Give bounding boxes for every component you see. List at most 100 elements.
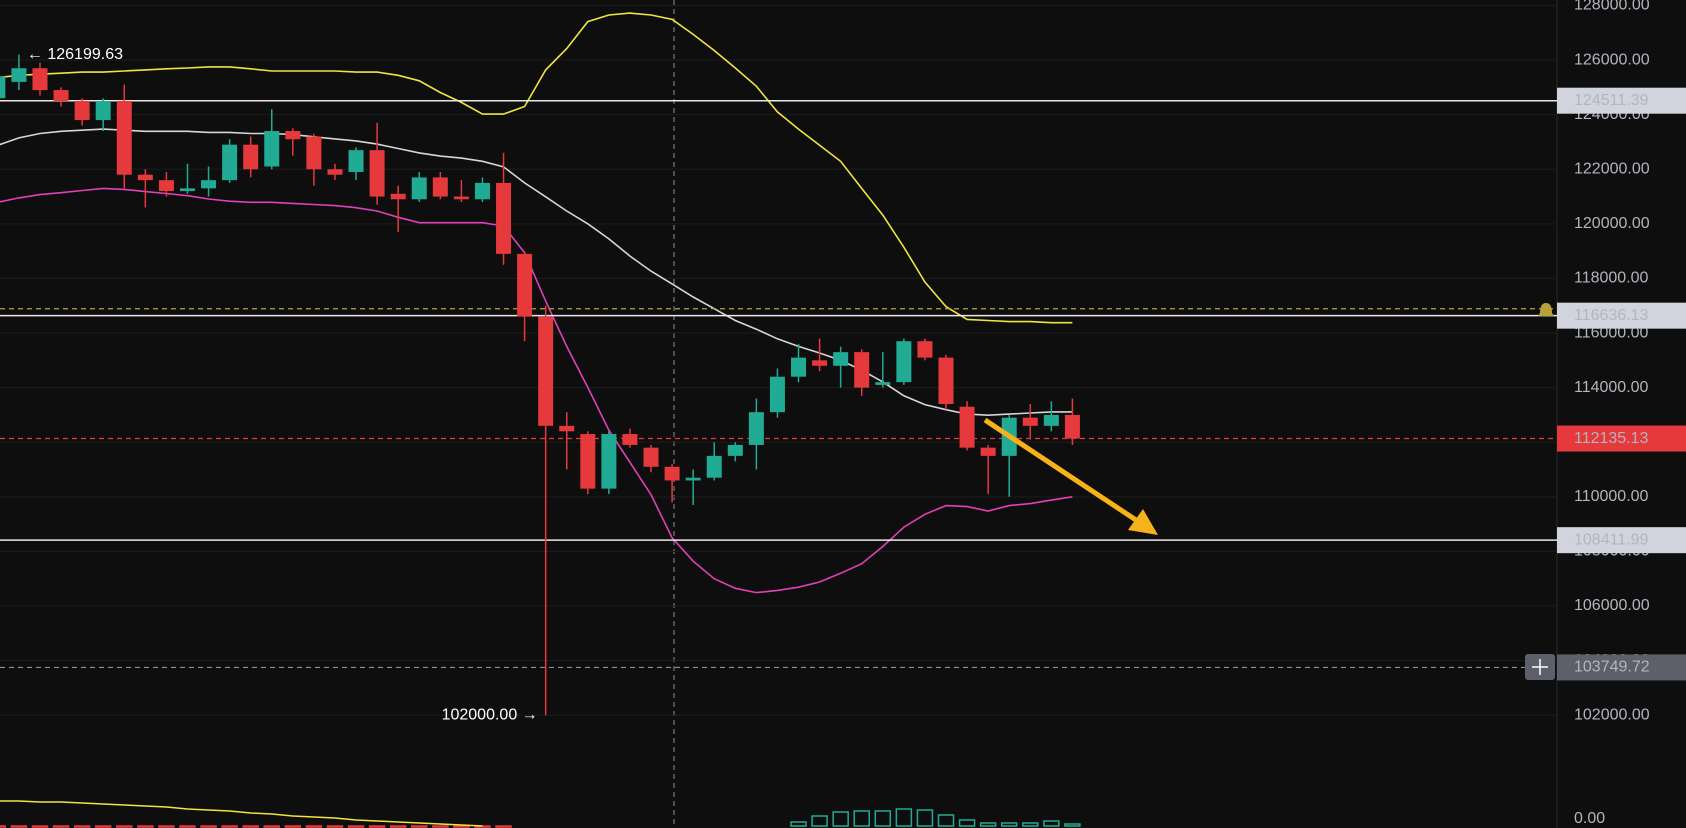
candle-body (748, 412, 764, 445)
annotations: ← 126199.63 102000.00 → (27, 46, 538, 724)
candle-body (706, 455, 722, 478)
histogram-bar (200, 825, 217, 828)
histogram-bar (958, 819, 976, 827)
grid (0, 4, 1557, 716)
candle-body (137, 174, 153, 181)
level-label: 124511.39 (1574, 92, 1649, 109)
bell-icon[interactable] (1538, 303, 1554, 316)
add-button[interactable] (1525, 654, 1555, 680)
candle-body (769, 376, 785, 413)
arrow-head (1128, 509, 1158, 535)
level-box (1557, 654, 1686, 681)
candle-body (179, 188, 195, 192)
y-tick-label: 106000.00 (1574, 597, 1650, 614)
candle-body (517, 253, 533, 317)
oscillator: 0.00 (0, 800, 1605, 828)
candle-body (643, 447, 659, 467)
histogram-bar (853, 810, 870, 827)
price-annotation: 102000.00 → (442, 706, 538, 723)
candle-body (601, 434, 617, 489)
band-line (0, 128, 1073, 417)
candle-body (559, 425, 575, 432)
level-label: 116636.13 (1574, 307, 1649, 324)
candle-body (496, 182, 512, 254)
histogram-bar (263, 825, 281, 828)
candle-body (959, 406, 975, 448)
histogram-bar (432, 825, 449, 828)
candle-body (812, 360, 828, 366)
histogram-bar (495, 825, 512, 828)
candle-body (390, 193, 406, 200)
candle-body (432, 177, 448, 197)
level-box (1557, 302, 1686, 329)
candle-body (854, 352, 870, 388)
candle-body (369, 150, 385, 197)
candle-body (53, 90, 69, 102)
histogram-bar (453, 825, 470, 828)
arrow-shaft (983, 417, 1144, 527)
histogram-bar (389, 825, 407, 828)
y-tick-label: 128000.00 (1574, 0, 1650, 14)
candle-body (411, 177, 427, 200)
candle-body (980, 447, 996, 456)
histogram-bar (221, 825, 238, 828)
histogram-bar (52, 825, 70, 828)
y-tick-label: 118000.00 (1574, 270, 1649, 287)
levels (0, 99, 1557, 669)
trend-arrow (983, 417, 1158, 535)
histogram-bar (895, 808, 913, 827)
candle-body (32, 68, 48, 91)
alert-bell[interactable] (1538, 303, 1554, 316)
histogram-bar (916, 809, 934, 827)
level-label: 103749.72 (1574, 659, 1650, 676)
histogram-bar (326, 825, 344, 828)
candle-body (1043, 414, 1059, 426)
candle-body (685, 477, 701, 481)
price-annotation: ← 126199.63 (27, 46, 123, 63)
histogram-bar (1064, 823, 1081, 827)
candle-body (285, 131, 301, 140)
histogram-bar (937, 814, 955, 827)
histogram-bar (179, 825, 196, 828)
candle-body (158, 180, 174, 192)
level-box (1557, 87, 1686, 114)
histogram-bar (73, 825, 91, 828)
histogram-bar (368, 825, 386, 828)
candle-body (1064, 414, 1080, 439)
band-line (0, 12, 1073, 324)
candle-body (896, 341, 912, 383)
candle-body (580, 434, 596, 489)
osc-tick-label: 0.00 (1574, 810, 1605, 827)
histogram-bar (116, 825, 133, 828)
candle-body (453, 196, 469, 200)
histogram-bar (832, 811, 849, 827)
candle-body (95, 101, 111, 121)
histogram-bar (790, 821, 807, 827)
candle-body (116, 101, 132, 175)
candle-body (243, 144, 259, 170)
candle-body (664, 466, 680, 481)
histogram-bar (94, 825, 112, 828)
histogram-bar (811, 815, 828, 827)
histogram-bar (347, 825, 365, 828)
histogram-bar (411, 825, 428, 828)
candle-body (622, 434, 638, 445)
candle-body (222, 144, 238, 181)
histogram-bar (1022, 822, 1039, 827)
candle-body (538, 316, 554, 426)
level-label: 112135.13 (1574, 430, 1649, 447)
histogram-bar (137, 825, 154, 828)
candle-body (474, 182, 490, 200)
candle-body (201, 180, 217, 189)
candle-body (833, 352, 849, 366)
candle-body (348, 150, 364, 172)
y-tick-label: 110000.00 (1574, 488, 1649, 505)
candle-body (938, 357, 954, 405)
histogram-bar (305, 825, 323, 828)
y-tick-label: 126000.00 (1574, 51, 1650, 68)
y-tick-label: 114000.00 (1574, 379, 1649, 396)
level-label: 108411.99 (1574, 531, 1649, 548)
candle-body (727, 444, 743, 456)
